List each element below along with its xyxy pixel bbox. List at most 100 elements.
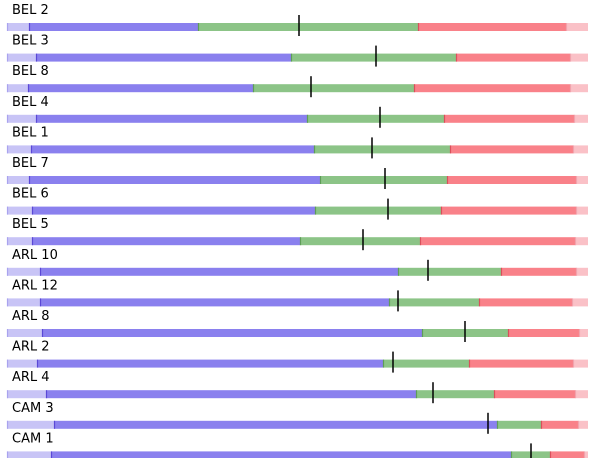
bar-segment-low xyxy=(40,298,389,307)
row-label: BEL 2 xyxy=(12,3,49,18)
bar-segment-pre xyxy=(7,359,37,368)
bar-segment-pre xyxy=(7,145,31,154)
bar-segment-pre xyxy=(7,267,40,276)
chart-row: CAM 1 xyxy=(6,431,588,458)
bar-segment-post xyxy=(576,176,588,184)
bar-segment-pre xyxy=(7,114,36,123)
chart-row: ARL 12 xyxy=(6,278,588,312)
bar-segment-high xyxy=(508,329,579,337)
bar-segment-pre xyxy=(7,176,29,184)
bar-segment-post xyxy=(584,451,588,458)
bar-segment-high xyxy=(441,206,576,215)
bar-segment-mid xyxy=(383,359,469,368)
row-label: CAM 1 xyxy=(12,431,54,446)
chart-row: BEL 4 xyxy=(6,95,588,128)
bar-segment-pre xyxy=(7,329,42,337)
bar-segment-post xyxy=(573,145,588,154)
bar-segment-low xyxy=(51,451,511,458)
bar-segment-low xyxy=(32,237,300,246)
bar-segment-pre xyxy=(7,451,51,458)
row-label: ARL 2 xyxy=(12,340,50,355)
bar-segment-post xyxy=(576,267,588,276)
bar-segment-pre xyxy=(7,84,28,93)
chart-row: CAM 3 xyxy=(6,401,588,434)
bar-segment-low xyxy=(37,359,383,368)
row-label: BEL 3 xyxy=(12,34,49,49)
bar-segment-low xyxy=(54,420,497,429)
chart-row: BEL 8 xyxy=(6,64,588,98)
bar-segment-mid xyxy=(398,267,501,276)
bar-segment-mid xyxy=(307,114,444,123)
bar-segment-mid xyxy=(315,206,441,215)
bar-segment-low xyxy=(46,390,416,399)
row-label: BEL 5 xyxy=(12,217,49,232)
row-label: ARL 4 xyxy=(12,370,50,385)
bar-segment-high xyxy=(541,420,578,429)
row-label: BEL 1 xyxy=(12,125,49,140)
bar-segment-pre xyxy=(7,206,32,215)
bar-segment-post xyxy=(570,53,588,62)
chart-row: BEL 1 xyxy=(6,125,588,159)
bar-segment-mid xyxy=(416,390,494,399)
bar-segment-pre xyxy=(7,420,54,429)
bar-segment-high xyxy=(479,298,572,307)
bar-segment-mid xyxy=(389,298,479,307)
bar-segment-pre xyxy=(7,298,40,307)
bar-segment-high xyxy=(494,390,575,399)
row-label: CAM 3 xyxy=(12,401,54,416)
bar-segment-post xyxy=(575,237,588,246)
row-label: ARL 10 xyxy=(12,248,58,263)
bar-segment-post xyxy=(574,114,588,123)
bar-segment-post xyxy=(575,390,588,399)
bar-segment-low xyxy=(36,114,307,123)
chart-row: BEL 3 xyxy=(6,34,588,67)
chart-row: ARL 10 xyxy=(6,248,588,281)
row-label: ARL 8 xyxy=(12,309,50,324)
bar-segment-low xyxy=(40,267,398,276)
chart-row: ARL 2 xyxy=(6,340,588,373)
bar-segment-post xyxy=(578,420,588,429)
bar-segment-low xyxy=(31,145,314,154)
row-label: BEL 8 xyxy=(12,64,49,79)
bar-segment-low xyxy=(29,23,198,31)
row-label: BEL 7 xyxy=(12,156,49,171)
bar-segment-pre xyxy=(7,390,46,399)
bar-segment-low xyxy=(36,53,291,62)
chart-rows: BEL 2 BEL 3 BEL 8 BEL 4 BEL 1 BEL 7 BEL 6 BEL 5… xyxy=(6,3,588,458)
bar-segment-mid xyxy=(320,176,447,184)
bar-segment-high xyxy=(450,145,573,154)
bar-segment-post xyxy=(579,329,588,337)
bar-segment-high xyxy=(444,114,574,123)
row-label: BEL 4 xyxy=(12,95,49,110)
bar-segment-pre xyxy=(7,23,29,31)
bar-segment-mid xyxy=(497,420,541,429)
chart-row: BEL 7 xyxy=(6,156,588,189)
bar-segment-pre xyxy=(7,237,32,246)
bar-segment-pre xyxy=(7,53,36,62)
bar-segment-low xyxy=(28,84,253,93)
bar-segment-high xyxy=(456,53,570,62)
chart-row: BEL 2 xyxy=(6,3,588,36)
chart-row: ARL 8 xyxy=(6,309,588,342)
bar-segment-mid xyxy=(291,53,456,62)
bar-segment-post xyxy=(566,23,588,31)
bar-segment-high xyxy=(501,267,576,276)
row-label: ARL 12 xyxy=(12,278,58,293)
row-label: BEL 6 xyxy=(12,187,49,202)
bar-segment-mid xyxy=(314,145,450,154)
bar-segment-post xyxy=(573,359,588,368)
chart-row: BEL 6 xyxy=(6,187,588,220)
chart-row: ARL 4 xyxy=(6,370,588,404)
bar-segment-mid xyxy=(198,23,418,31)
bar-segment-high xyxy=(414,84,570,93)
bar-segment-post xyxy=(572,298,588,307)
bar-segment-high xyxy=(469,359,573,368)
bar-segment-mid xyxy=(300,237,420,246)
bar-segment-low xyxy=(29,176,320,184)
bar-segment-high xyxy=(420,237,575,246)
bar-segment-high xyxy=(418,23,566,31)
bar-segment-high xyxy=(447,176,576,184)
bar-segment-mid xyxy=(253,84,414,93)
chart-row: BEL 5 xyxy=(6,217,588,251)
